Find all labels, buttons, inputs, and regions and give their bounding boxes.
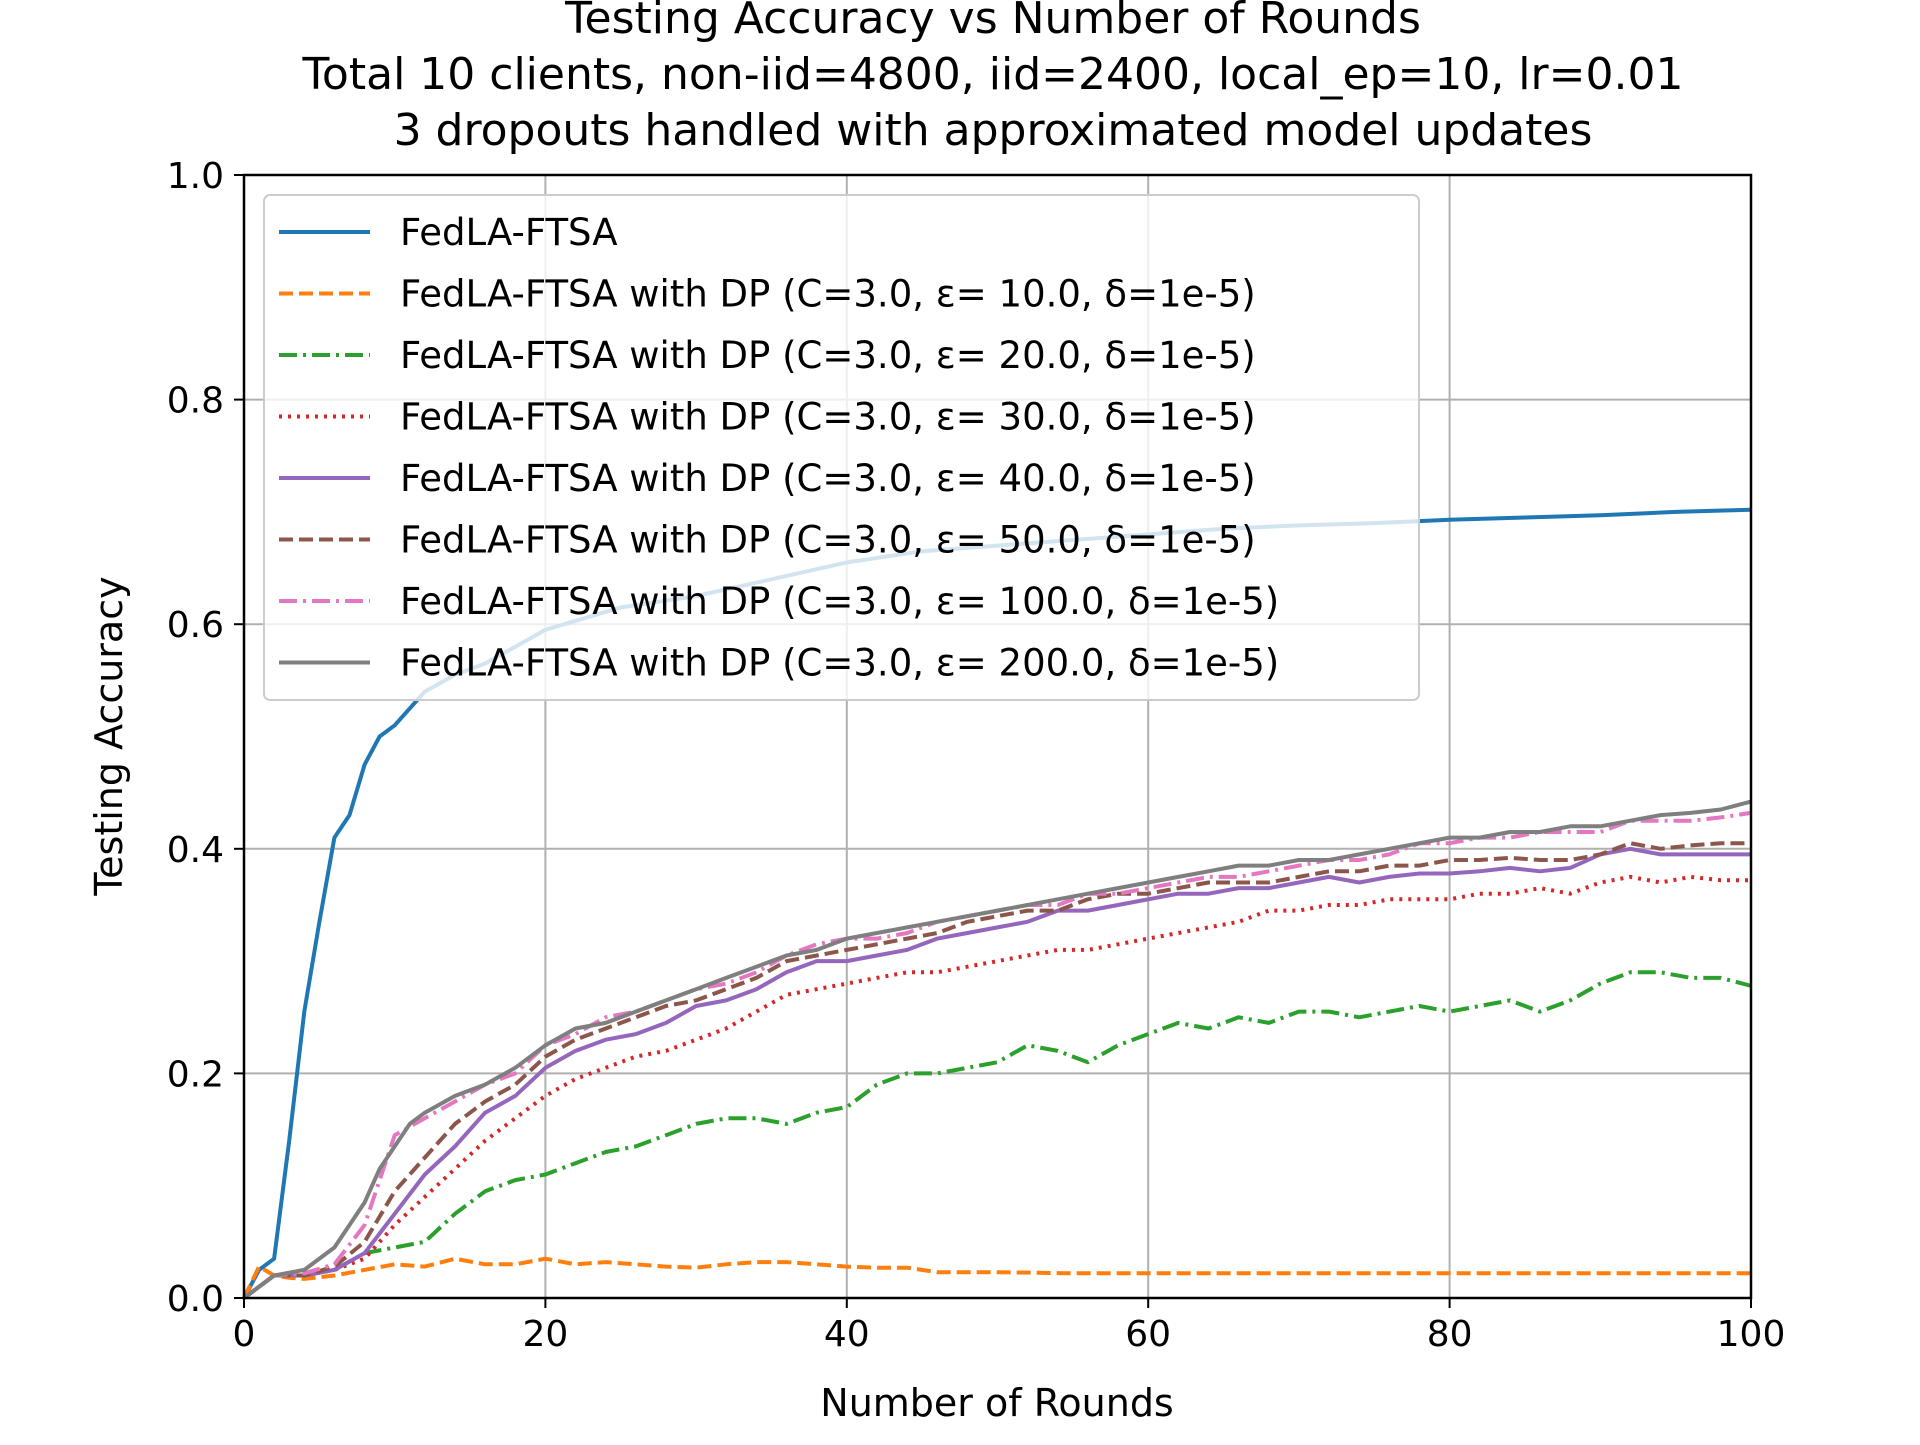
- legend-label-8: FedLA-FTSA with DP (C=3.0, ε= 200.0, δ=1…: [400, 642, 1279, 685]
- x-tick-label: 40: [824, 1314, 870, 1355]
- series-line-8: [242, 799, 1752, 1300]
- legend-box: [263, 194, 1420, 701]
- x-tick-label: 80: [1427, 1314, 1473, 1355]
- x-tick-label: 100: [1717, 1314, 1786, 1355]
- x-axis-ticks: 0 20 40 60 80 100: [233, 1298, 1786, 1355]
- series-line-2: [242, 1256, 1751, 1299]
- series-line-6: [242, 841, 1751, 1300]
- series-line-4: [242, 874, 1751, 1300]
- y-tick-label: 0.6: [167, 605, 224, 646]
- title-line-1: Testing Accuracy vs Number of Rounds: [564, 0, 1421, 44]
- axes-frame: [242, 173, 1753, 1300]
- title-line-2: Total 10 clients, non-iid=4800, iid=2400…: [302, 49, 1684, 100]
- y-tick-label: 0.0: [167, 1279, 224, 1320]
- y-tick-label: 0.8: [167, 381, 224, 422]
- y-tick-label: 0.4: [167, 830, 224, 871]
- chart-title: Testing Accuracy vs Number of Rounds Tot…: [302, 0, 1684, 156]
- title-line-3: 3 dropouts handled with approximated mod…: [394, 105, 1593, 156]
- y-tick-label: 0.2: [167, 1054, 224, 1095]
- x-tick-label: 60: [1125, 1314, 1171, 1355]
- series-line-3: [242, 970, 1752, 1300]
- x-tick-label: 20: [522, 1314, 568, 1355]
- y-tick-label: 1.0: [167, 156, 224, 197]
- legend: FedLA-FTSA FedLA-FTSA with DP (C=3.0, ε= …: [263, 194, 1420, 701]
- legend-label-6: FedLA-FTSA with DP (C=3.0, ε= 50.0, δ=1e…: [400, 519, 1256, 562]
- legend-label-7: FedLA-FTSA with DP (C=3.0, ε= 100.0, δ=1…: [400, 580, 1279, 623]
- legend-label-3: FedLA-FTSA with DP (C=3.0, ε= 20.0, δ=1e…: [400, 334, 1256, 377]
- y-axis-ticks: 0.0 0.2 0.4 0.6 0.8 1.0: [167, 156, 244, 1320]
- x-tick-label: 0: [233, 1314, 256, 1355]
- legend-label-4: FedLA-FTSA with DP (C=3.0, ε= 30.0, δ=1e…: [400, 396, 1256, 439]
- legend-label-2: FedLA-FTSA with DP (C=3.0, ε= 10.0, δ=1e…: [400, 273, 1256, 316]
- legend-label-1: FedLA-FTSA: [400, 211, 618, 254]
- y-axis-label: Testing Accuracy: [87, 576, 131, 896]
- legend-label-5: FedLA-FTSA with DP (C=3.0, ε= 40.0, δ=1e…: [400, 457, 1256, 500]
- x-axis-label: Number of Rounds: [820, 1381, 1173, 1425]
- series-line-5: [242, 846, 1751, 1300]
